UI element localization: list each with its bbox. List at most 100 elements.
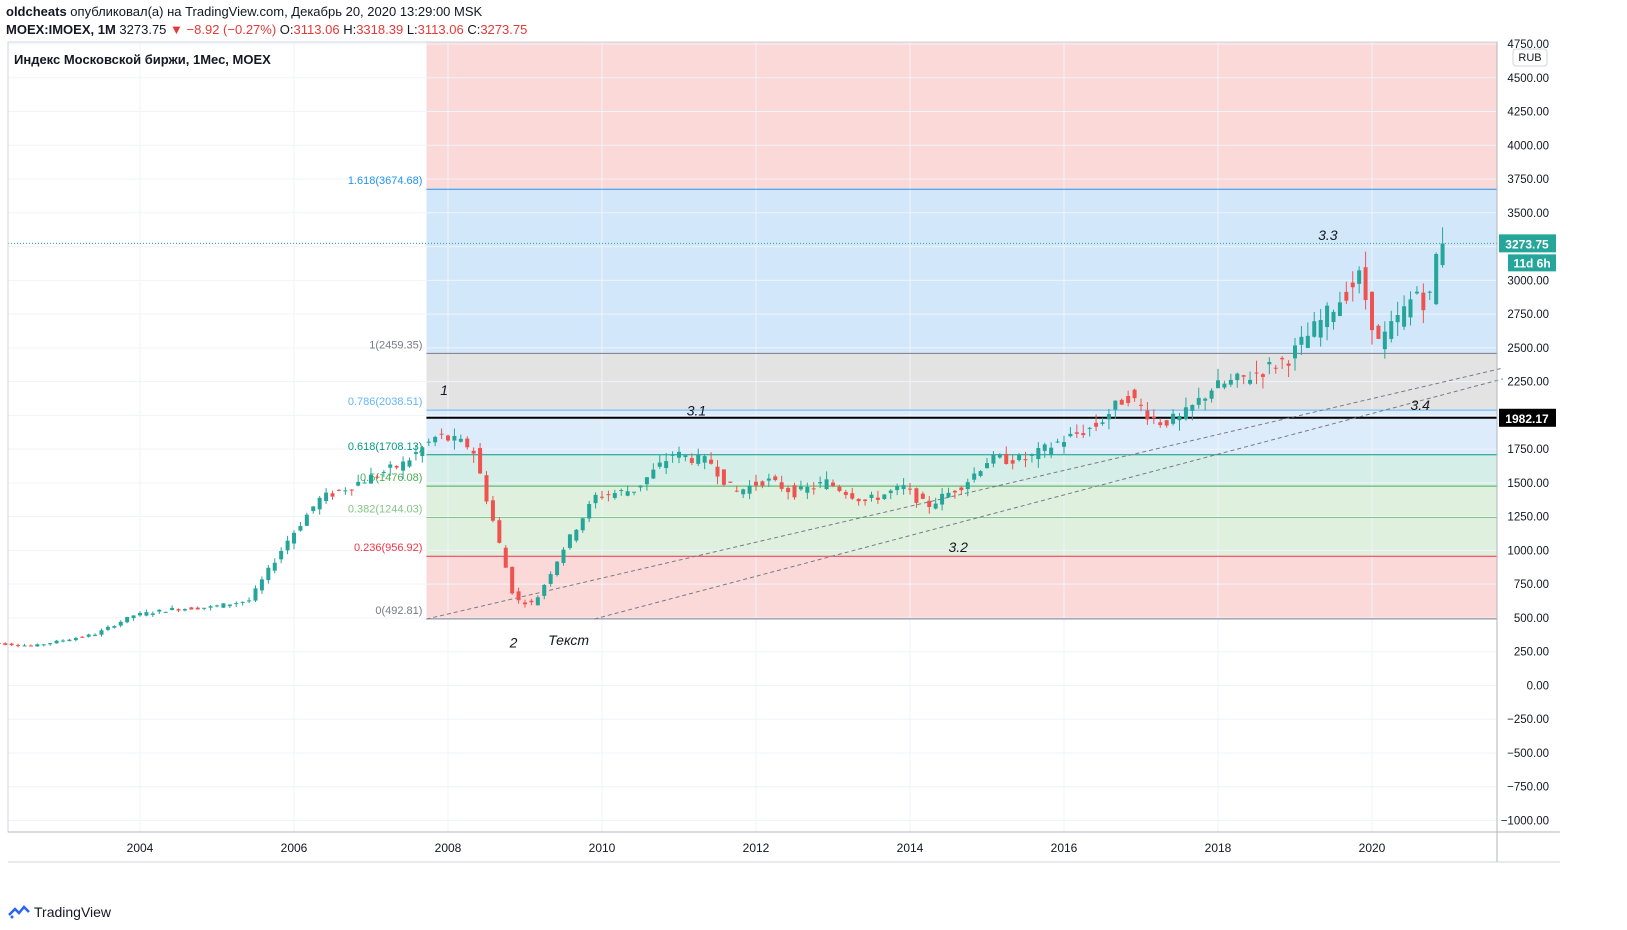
candle[interactable]: [1357, 270, 1362, 284]
candle[interactable]: [202, 607, 207, 609]
candle[interactable]: [1164, 420, 1169, 426]
candle[interactable]: [1350, 282, 1355, 288]
candle[interactable]: [1151, 416, 1156, 419]
candle[interactable]: [118, 621, 123, 626]
candle[interactable]: [1363, 267, 1368, 301]
currency-badge[interactable]: [1512, 48, 1548, 67]
candle[interactable]: [1183, 407, 1188, 420]
candle[interactable]: [1171, 413, 1176, 424]
candle[interactable]: [972, 473, 977, 480]
candle[interactable]: [497, 520, 502, 543]
candle[interactable]: [850, 493, 855, 499]
candle[interactable]: [773, 476, 778, 480]
candle[interactable]: [638, 485, 643, 488]
candle[interactable]: [9, 643, 14, 646]
candle[interactable]: [869, 494, 874, 498]
candle[interactable]: [1260, 374, 1265, 377]
candle[interactable]: [1421, 292, 1426, 311]
candle[interactable]: [99, 630, 104, 635]
candle[interactable]: [555, 561, 560, 576]
candle[interactable]: [1094, 422, 1099, 427]
candle[interactable]: [324, 492, 329, 502]
candle[interactable]: [375, 476, 380, 478]
candle[interactable]: [1318, 320, 1323, 338]
candle[interactable]: [131, 615, 136, 619]
candle[interactable]: [535, 597, 540, 606]
chart-annotation[interactable]: 3.1: [687, 402, 706, 418]
candle[interactable]: [215, 605, 219, 607]
candle[interactable]: [394, 465, 399, 468]
candle[interactable]: [401, 461, 406, 471]
candle[interactable]: [105, 626, 110, 630]
candle[interactable]: [1190, 404, 1195, 411]
candle[interactable]: [561, 549, 566, 563]
candle[interactable]: [920, 493, 925, 499]
candle[interactable]: [3, 643, 8, 645]
candle[interactable]: [574, 529, 579, 541]
candle[interactable]: [381, 471, 386, 473]
candle[interactable]: [1305, 335, 1310, 348]
candle[interactable]: [388, 464, 393, 468]
candle[interactable]: [696, 454, 701, 464]
candle[interactable]: [1113, 400, 1118, 410]
candle[interactable]: [433, 436, 438, 443]
candle[interactable]: [1049, 447, 1054, 456]
candle[interactable]: [1081, 433, 1086, 436]
chart-annotation[interactable]: 1: [440, 382, 448, 398]
candle[interactable]: [317, 497, 322, 510]
candle[interactable]: [247, 600, 252, 602]
candle[interactable]: [1177, 415, 1182, 421]
candle[interactable]: [1241, 375, 1246, 377]
candle[interactable]: [1286, 363, 1291, 366]
candle[interactable]: [805, 486, 810, 493]
trendline[interactable]: [426, 367, 1504, 620]
candle[interactable]: [811, 488, 816, 490]
candle[interactable]: [1100, 422, 1105, 424]
candle[interactable]: [1402, 306, 1407, 327]
candle[interactable]: [1267, 361, 1272, 365]
candle[interactable]: [632, 491, 637, 493]
candle[interactable]: [715, 466, 720, 477]
candle[interactable]: [1344, 291, 1349, 301]
candle[interactable]: [336, 489, 341, 491]
candle[interactable]: [914, 488, 919, 503]
candle[interactable]: [1004, 453, 1009, 464]
candle[interactable]: [510, 566, 515, 594]
candle[interactable]: [1036, 448, 1041, 460]
candle[interactable]: [721, 469, 726, 485]
candle[interactable]: [1235, 373, 1240, 381]
candle[interactable]: [1312, 321, 1317, 337]
candle[interactable]: [1055, 441, 1060, 443]
candle[interactable]: [1434, 254, 1439, 305]
candle[interactable]: [67, 639, 72, 642]
candle[interactable]: [959, 487, 964, 491]
candle[interactable]: [1119, 399, 1124, 405]
candle[interactable]: [452, 435, 457, 441]
candle[interactable]: [439, 433, 444, 435]
candle[interactable]: [234, 603, 239, 605]
candle[interactable]: [1139, 404, 1143, 406]
candle[interactable]: [760, 481, 765, 486]
candle[interactable]: [1408, 299, 1413, 318]
candle[interactable]: [997, 455, 1002, 458]
candle[interactable]: [272, 562, 277, 571]
candle[interactable]: [644, 477, 649, 485]
candle[interactable]: [407, 460, 412, 467]
candle[interactable]: [144, 612, 149, 616]
candle[interactable]: [600, 496, 604, 498]
candle[interactable]: [824, 479, 829, 490]
candle[interactable]: [221, 603, 226, 608]
candle[interactable]: [0, 642, 1, 644]
candle[interactable]: [786, 487, 791, 493]
candle[interactable]: [28, 645, 33, 647]
candle[interactable]: [1331, 311, 1336, 323]
candle[interactable]: [227, 604, 232, 607]
candle[interactable]: [523, 602, 527, 605]
candle[interactable]: [709, 459, 714, 464]
candle[interactable]: [1414, 291, 1419, 294]
candle[interactable]: [741, 489, 746, 495]
candle[interactable]: [677, 451, 681, 458]
candle[interactable]: [471, 450, 476, 454]
candle[interactable]: [240, 601, 245, 603]
candle[interactable]: [1068, 433, 1073, 437]
